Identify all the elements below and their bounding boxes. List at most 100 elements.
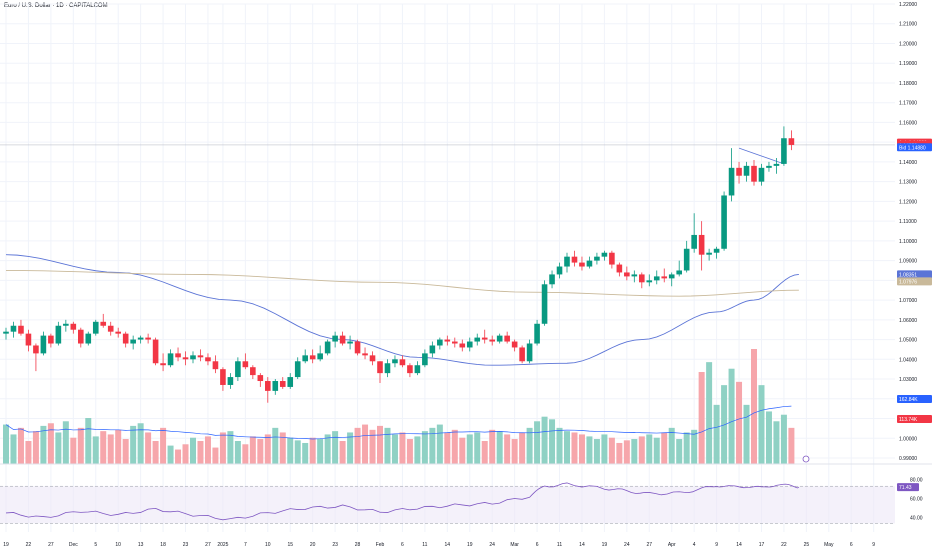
volume-bar	[249, 436, 256, 464]
candle-body	[115, 331, 121, 334]
date-tick-label: 6	[850, 542, 853, 548]
volume-bar	[47, 423, 54, 464]
date-tick-label: 25	[804, 542, 810, 548]
volume-bar	[519, 432, 526, 464]
candle-body	[85, 333, 92, 344]
candle-body	[646, 280, 653, 283]
volume-bar	[713, 404, 720, 464]
volume-bar	[40, 425, 47, 464]
volume-bar	[481, 441, 488, 464]
volume-bar	[780, 414, 787, 464]
volume-bar	[578, 434, 585, 464]
price-tick-label: 1.00000	[899, 436, 917, 442]
price-tick-label: 1.19000	[899, 61, 917, 67]
candle-body	[18, 325, 24, 334]
volume-bar	[399, 432, 406, 464]
bid-tag-bg	[897, 143, 932, 152]
date-tick-label: 14	[736, 542, 742, 548]
candle-body	[227, 377, 234, 385]
rsi-tick-label: 40.00	[910, 516, 923, 522]
date-tick-label: 17	[759, 542, 765, 548]
volume-bar	[242, 444, 249, 464]
candle-body	[736, 167, 742, 176]
volume-bar	[152, 441, 159, 464]
volume-bar	[160, 427, 167, 464]
candle-body	[586, 260, 593, 267]
price-tick-label: 1.16000	[899, 120, 917, 126]
volume-bar	[324, 434, 331, 464]
candle-body	[541, 284, 548, 324]
volume-bar	[264, 434, 271, 464]
date-tick-label: 11	[557, 542, 562, 548]
candle-body	[601, 252, 608, 257]
date-tick-label: 19	[602, 542, 608, 548]
volume-bar	[586, 436, 593, 464]
volume-bar	[115, 429, 122, 464]
volume-bar	[601, 434, 608, 464]
candle-body	[122, 333, 129, 344]
volume-bar	[728, 368, 735, 464]
candle-body	[235, 361, 241, 378]
candle-body	[721, 195, 727, 249]
volume-bar	[608, 437, 615, 464]
candle-body	[279, 381, 286, 387]
candle-body	[661, 276, 668, 279]
candle-body	[332, 335, 338, 342]
candle-body	[167, 353, 174, 366]
volume-bar	[204, 436, 211, 464]
volume-bar	[466, 434, 473, 464]
date-tick-label: 2025	[217, 542, 228, 548]
date-tick-label: 5	[94, 542, 97, 548]
price-tick-label: 1.03000	[899, 377, 917, 383]
candle-body	[197, 355, 204, 358]
date-tick-label: 7	[244, 542, 247, 548]
volume-bar	[212, 447, 219, 464]
date-tick-label: 15	[287, 542, 293, 548]
date-tick-label: 10	[265, 542, 271, 548]
candle-body	[698, 234, 705, 255]
price-tick-label: 1.10000	[899, 239, 917, 245]
volume-bar	[646, 434, 653, 464]
volume-bar	[616, 442, 623, 464]
candle-body	[489, 339, 495, 342]
candle-body	[362, 353, 368, 356]
volume-bar	[362, 424, 369, 464]
candle-body	[152, 339, 159, 364]
date-tick-label: 24	[624, 542, 630, 548]
candle-body	[429, 345, 436, 354]
date-tick-label: 22	[26, 542, 32, 548]
volume-bar	[25, 441, 32, 464]
date-tick-label: 20	[310, 542, 316, 548]
price-tags: Ask 1.148861.14852Bid 1.148801.083511.07…	[802, 138, 932, 492]
volume-bar	[788, 427, 795, 464]
candle-body	[175, 353, 181, 358]
price-tick-label: 1.12000	[899, 199, 917, 205]
volume-bar	[10, 434, 17, 464]
candle-body	[40, 335, 47, 354]
candle-body	[384, 363, 391, 374]
candle-body	[624, 272, 630, 277]
candle-body	[639, 274, 645, 283]
candle-body	[676, 270, 682, 275]
date-tick-label: 18	[160, 542, 166, 548]
price-tick-label: 0.99000	[899, 456, 917, 462]
candle-body	[683, 248, 690, 271]
candle-body	[369, 355, 376, 362]
volume-bar	[511, 439, 518, 464]
candle-body	[496, 335, 503, 342]
volume-bar	[167, 445, 174, 464]
candle-body	[100, 321, 107, 326]
date-tick-label: 19	[3, 542, 9, 548]
volume-ma-line	[5, 405, 792, 440]
candle-body	[594, 256, 600, 261]
volume-bar	[706, 362, 713, 464]
date-tick-label: 27	[48, 542, 54, 548]
volume-bar	[369, 429, 376, 464]
volume-bar	[145, 432, 152, 464]
date-tick-label: 6	[401, 542, 404, 548]
candle-body	[145, 337, 151, 340]
volume-bar	[227, 431, 234, 464]
volume-bar	[130, 425, 137, 464]
date-tick-label: 19	[467, 542, 473, 548]
